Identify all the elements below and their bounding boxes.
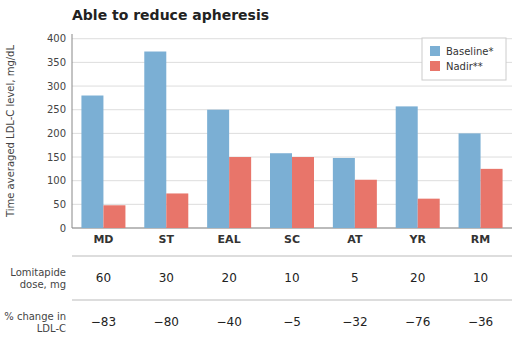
y-tick-label: 250 xyxy=(47,104,66,115)
bar xyxy=(355,180,377,228)
table-cell: 10 xyxy=(473,271,488,285)
bar xyxy=(103,205,125,228)
table-cell: −83 xyxy=(91,315,116,329)
table-border xyxy=(72,256,512,257)
bar xyxy=(207,110,229,228)
grid-line xyxy=(72,86,512,87)
table-cell: −80 xyxy=(154,315,179,329)
chart: Able to reduce apheresis 0 50 100 150 200 250 3… xyxy=(0,0,524,362)
legend-label: Baseline* xyxy=(446,46,493,57)
bar xyxy=(481,169,503,228)
x-tick-label: ST xyxy=(159,233,175,246)
bar xyxy=(166,193,188,228)
y-tick-label: 300 xyxy=(47,81,66,92)
y-tick-label: 200 xyxy=(47,128,66,139)
table-row-label: % change inLDL-C xyxy=(4,311,66,334)
bar xyxy=(418,199,440,228)
y-tick-label: 50 xyxy=(53,199,66,210)
x-tick-label: YR xyxy=(408,233,426,246)
table-divider xyxy=(72,300,512,301)
legend-label: Nadir** xyxy=(446,61,483,72)
y-axis-label: Time averaged LDL-C level, mg/dL xyxy=(5,45,16,218)
bar xyxy=(396,106,418,228)
x-tick-label: SC xyxy=(284,233,300,246)
table-row-label: Lomitapidedose, mg xyxy=(10,267,66,290)
bar xyxy=(81,96,103,228)
table-cell: −76 xyxy=(405,315,430,329)
table-cell: −32 xyxy=(342,315,367,329)
y-tick-label: 400 xyxy=(47,33,66,44)
bar xyxy=(270,153,292,228)
table-cell: 5 xyxy=(351,271,359,285)
bar xyxy=(144,52,166,228)
legend-swatch xyxy=(430,46,440,56)
legend-swatch xyxy=(430,61,440,71)
y-tick-label: 350 xyxy=(47,57,66,68)
bar xyxy=(459,133,481,228)
table: Lomitapidedose, mg 60 30 20 10 5 20 10 % change … xyxy=(4,256,512,334)
y-axis xyxy=(72,34,73,228)
x-tick-label: EAL xyxy=(218,233,241,246)
table-cell: 10 xyxy=(284,271,299,285)
table-cell: −36 xyxy=(468,315,493,329)
grid-line xyxy=(72,133,512,134)
title: Able to reduce apheresis xyxy=(72,7,269,23)
x-tick-label: MD xyxy=(93,233,113,246)
table-cell: −5 xyxy=(283,315,301,329)
x-tick-label: RM xyxy=(471,233,490,246)
table-cell: −40 xyxy=(216,315,241,329)
table-cell: 20 xyxy=(222,271,237,285)
table-cell: 60 xyxy=(96,271,111,285)
table-cell: 30 xyxy=(159,271,174,285)
legend-box xyxy=(422,38,506,80)
legend: Baseline* Nadir** xyxy=(422,38,506,80)
x-tick-label: AT xyxy=(347,233,363,246)
table-cell: 20 xyxy=(410,271,425,285)
bar xyxy=(292,157,314,228)
y-tick-label: 100 xyxy=(47,175,66,186)
y-tick-label: 150 xyxy=(47,152,66,163)
grid-line xyxy=(72,109,512,110)
bar xyxy=(229,157,251,228)
y-tick-label: 0 xyxy=(60,223,66,234)
bar xyxy=(333,158,355,228)
